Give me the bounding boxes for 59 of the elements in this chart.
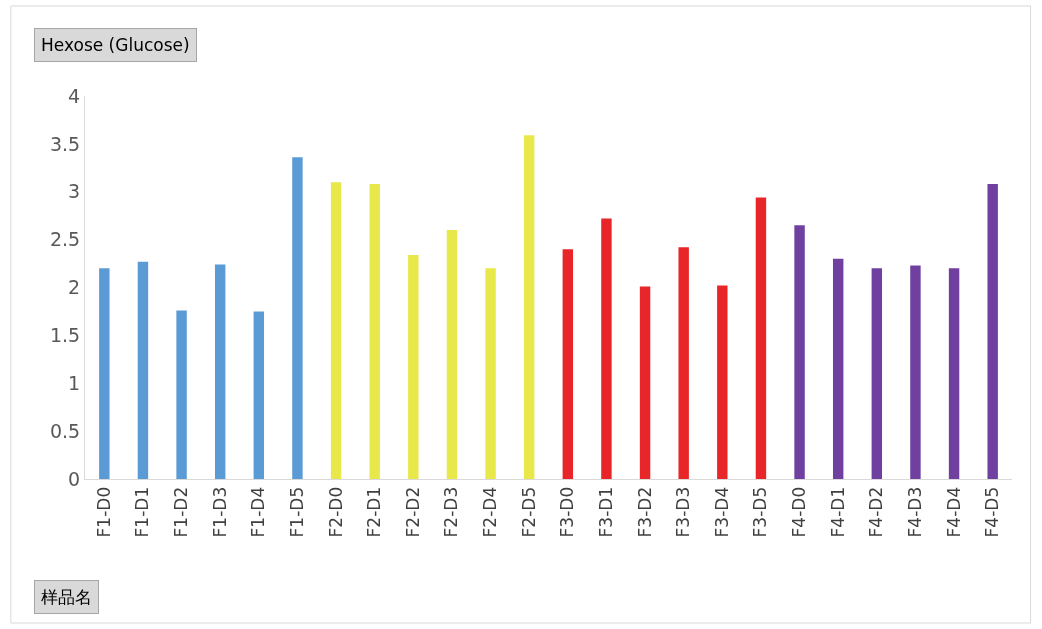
y-tick-label: 0 (68, 467, 81, 490)
x-tick-label: F4-D5 (982, 486, 1003, 538)
bar (717, 285, 728, 479)
y-tick-label: 0.5 (49, 419, 81, 442)
x-tick-label: F3-D3 (673, 486, 694, 538)
bar (330, 182, 342, 479)
x-tick-label: F2-D2 (402, 486, 423, 538)
bar (755, 197, 767, 479)
bar (446, 230, 458, 479)
x-tick-label: F3-D1 (595, 486, 616, 538)
x-axis-title: 样品名 (41, 587, 92, 607)
bar (678, 247, 689, 479)
y-tick-label: 1 (68, 371, 81, 394)
y-tick-label: 3 (68, 180, 81, 203)
bar (485, 268, 496, 479)
x-tick-label: F2-D4 (480, 486, 501, 538)
x-tick-label: F1-D0 (93, 486, 114, 538)
y-tick-label: 1.5 (49, 324, 81, 347)
x-tick-label: F1-D4 (248, 486, 269, 538)
x-tick-label: F3-D2 (634, 486, 655, 538)
y-tick-label: 3.5 (49, 132, 81, 155)
chart-title: Hexose (Glucose) (41, 35, 190, 55)
bar (137, 261, 149, 479)
bar (948, 268, 960, 479)
x-tick-label: F3-D5 (750, 486, 771, 538)
bar (99, 268, 110, 479)
x-tick-label: F4-D4 (943, 486, 964, 538)
bar (910, 265, 921, 479)
x-tick-label: F3-D4 (711, 486, 732, 538)
x-tick-label: F2-D0 (325, 486, 346, 538)
bar (601, 218, 612, 479)
bar (369, 184, 380, 479)
x-tick-label: F4-D2 (866, 486, 887, 538)
bar (562, 249, 574, 479)
bar (987, 184, 998, 479)
x-tick-label: F4-D0 (789, 486, 810, 538)
bar (523, 135, 535, 479)
bar (871, 268, 883, 479)
bar (832, 258, 844, 479)
x-tick-label: F1-D1 (132, 486, 153, 538)
x-tick-label: F2-D1 (364, 486, 385, 538)
bar (408, 254, 419, 479)
x-tick-label: F1-D5 (286, 486, 307, 538)
y-tick-label: 4 (68, 84, 81, 107)
bar (639, 286, 651, 479)
bar (794, 225, 805, 479)
bar (176, 310, 187, 479)
x-tick-label: F4-D1 (827, 486, 848, 538)
bar (292, 157, 303, 479)
x-tick-label: F2-D3 (441, 486, 462, 538)
x-tick-label: F3-D0 (557, 486, 578, 538)
y-tick-label: 2.5 (49, 228, 81, 251)
bar (214, 264, 226, 479)
x-tick-label: F2-D5 (518, 486, 539, 538)
y-tick-label: 2 (68, 276, 81, 299)
x-tick-label: F4-D3 (904, 486, 925, 538)
x-tick-label: F1-D3 (209, 486, 230, 538)
bar (253, 311, 265, 479)
x-tick-label: F1-D2 (171, 486, 192, 538)
